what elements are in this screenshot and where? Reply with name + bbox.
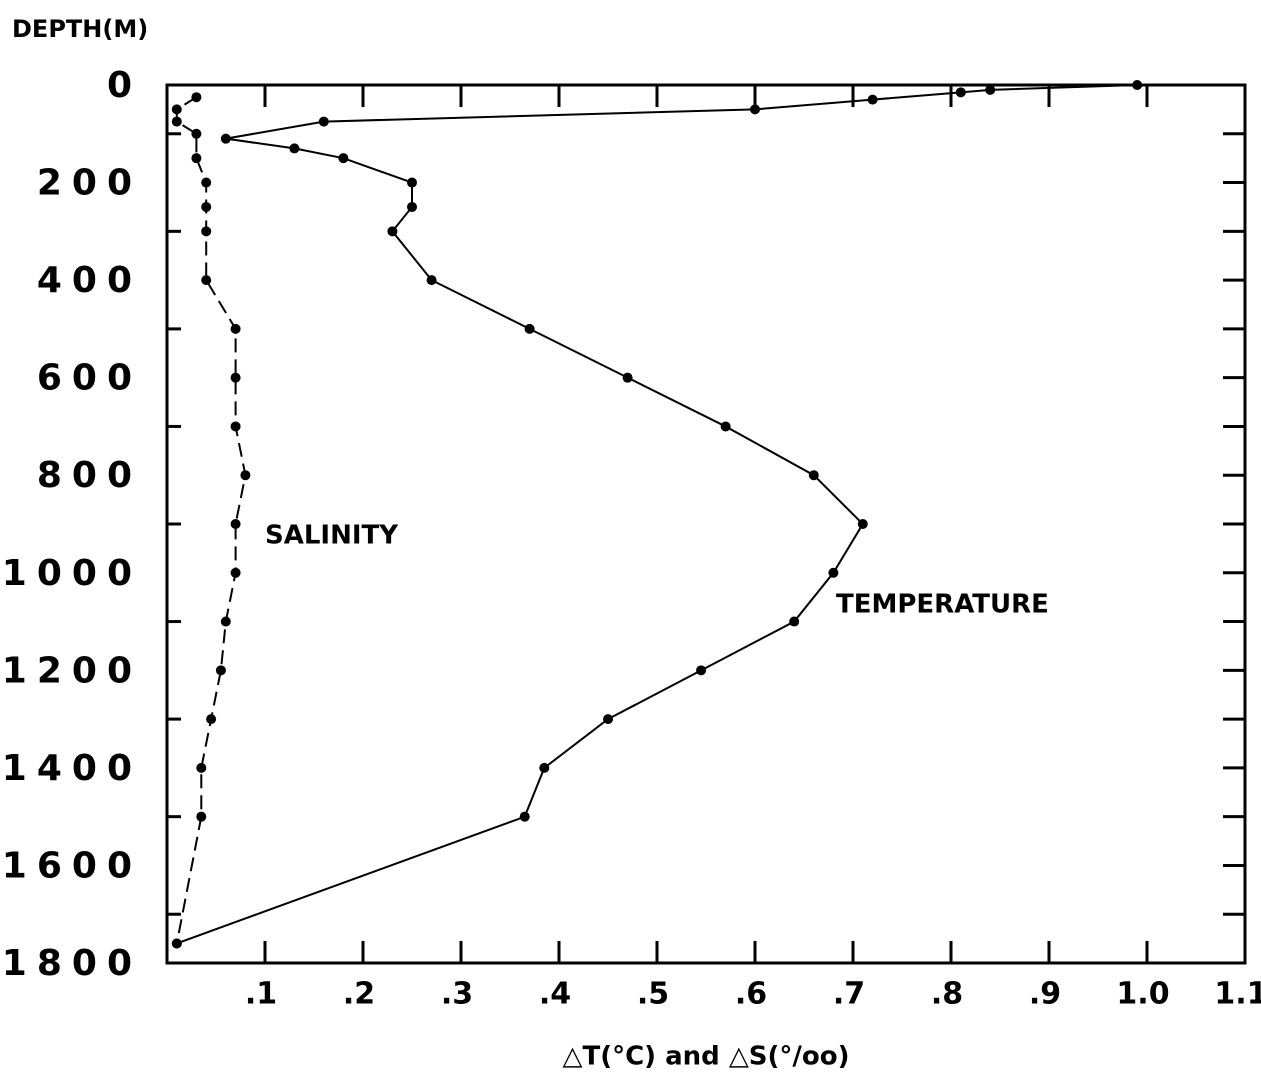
x-tick-label: .2	[343, 977, 375, 1012]
data-point	[220, 133, 231, 144]
x-tick-label: .6	[735, 977, 767, 1012]
x-tick-label: .1	[245, 977, 277, 1012]
data-point	[230, 323, 241, 334]
y-tick-label: 800	[37, 455, 142, 496]
y-tick-label: 1200	[2, 650, 142, 691]
data-point	[201, 201, 212, 212]
data-point	[828, 567, 839, 578]
data-point	[196, 762, 207, 773]
y-tick-label: 400	[37, 260, 142, 301]
data-point	[191, 128, 202, 139]
data-point	[201, 177, 212, 188]
y-axis-title: DEPTH(M)	[12, 15, 148, 43]
data-point	[215, 665, 226, 676]
data-point	[539, 762, 550, 773]
x-tick-label: 1.1	[1214, 977, 1261, 1012]
y-tick-label: 0	[107, 65, 142, 106]
data-point	[1132, 80, 1143, 90]
x-tick-label: .8	[931, 977, 963, 1012]
data-point	[750, 104, 760, 115]
data-point	[603, 714, 613, 725]
data-point	[387, 226, 398, 237]
data-point	[171, 938, 182, 949]
data-point	[201, 275, 212, 286]
data-point	[696, 665, 707, 676]
series-label: TEMPERATURE	[836, 590, 1049, 620]
data-point	[519, 811, 530, 822]
series-label: SALINITY	[265, 521, 399, 551]
data-point	[230, 372, 241, 383]
x-tick-label: .9	[1029, 977, 1061, 1012]
data-point	[426, 275, 437, 286]
y-tick-label: 1400	[2, 748, 142, 789]
data-point	[524, 323, 535, 334]
data-point	[318, 116, 329, 127]
x-tick-label: .7	[833, 977, 865, 1012]
data-point	[808, 470, 819, 481]
data-point	[867, 94, 878, 105]
data-point	[171, 116, 182, 127]
data-point	[720, 421, 731, 432]
y-tick-label: 1800	[2, 943, 142, 984]
data-point	[240, 470, 251, 481]
data-point	[955, 87, 966, 98]
y-tick-label: 1600	[2, 845, 142, 886]
x-tick-label: 1.0	[1116, 977, 1169, 1012]
data-point	[230, 421, 241, 432]
x-axis-title: △T(°C) and △S(°/oo)	[562, 1042, 849, 1072]
data-point	[789, 616, 800, 627]
data-point	[201, 226, 212, 237]
series-line	[175, 96, 247, 944]
data-point	[857, 519, 868, 529]
data-point	[171, 104, 182, 115]
data-point	[407, 177, 417, 188]
x-tick-label: .3	[441, 977, 473, 1012]
data-point	[220, 616, 231, 627]
y-tick-label: 600	[37, 358, 142, 399]
y-tick-label: 200	[37, 163, 142, 204]
data-point	[230, 567, 241, 578]
data-point	[289, 143, 300, 154]
data-point	[206, 714, 217, 725]
x-tick-label: .4	[539, 977, 571, 1012]
x-tick-label: .5	[637, 977, 669, 1012]
data-point	[191, 153, 202, 164]
data-point	[230, 519, 241, 529]
data-point	[985, 84, 996, 95]
y-tick-label: 1000	[2, 553, 142, 594]
series-line	[176, 84, 1138, 945]
data-point	[191, 92, 202, 103]
data-point	[196, 811, 207, 822]
data-point	[407, 201, 417, 212]
data-point	[338, 153, 349, 164]
data-point	[622, 372, 633, 383]
